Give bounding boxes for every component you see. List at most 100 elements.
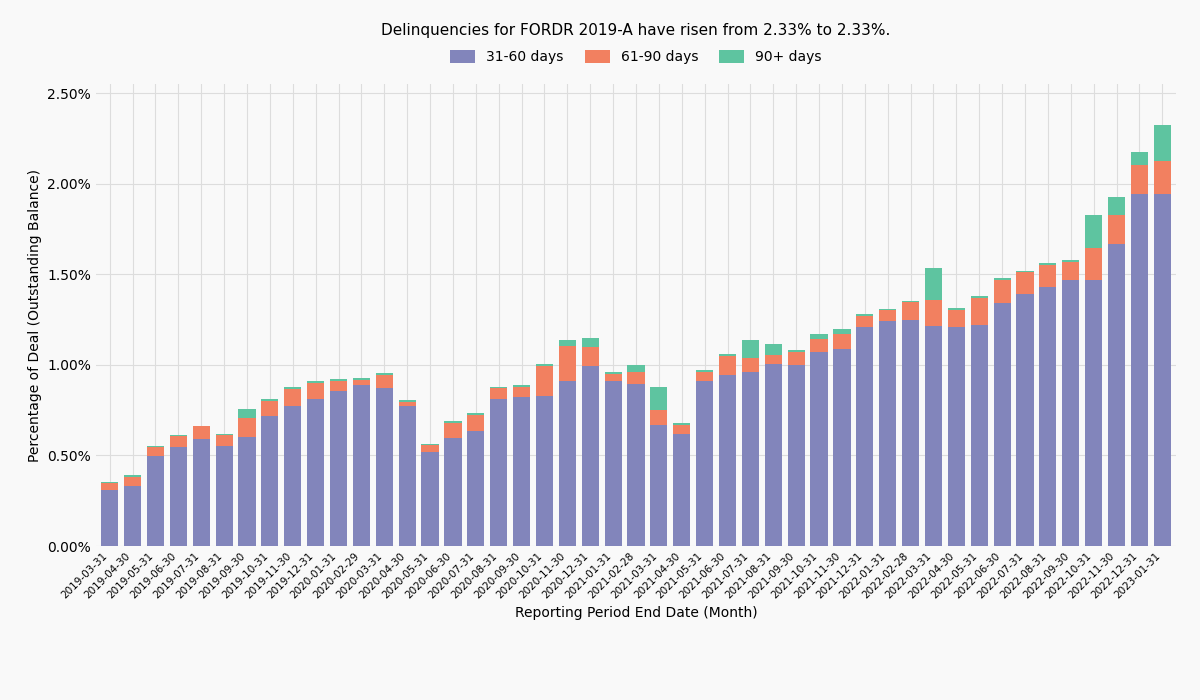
Bar xyxy=(1153,194,1171,546)
Bar xyxy=(376,389,392,546)
Bar xyxy=(1062,260,1079,262)
Bar xyxy=(216,435,233,447)
Bar xyxy=(536,364,553,365)
Bar xyxy=(490,399,508,546)
Bar xyxy=(1108,244,1126,546)
Bar xyxy=(467,413,485,414)
Bar xyxy=(719,356,736,375)
Bar xyxy=(353,385,370,546)
Bar xyxy=(216,434,233,435)
Bar xyxy=(1153,161,1171,194)
Bar xyxy=(673,423,690,425)
Bar xyxy=(628,384,644,546)
Bar xyxy=(284,388,301,389)
Bar xyxy=(239,419,256,438)
Bar xyxy=(673,425,690,434)
Bar xyxy=(971,296,988,297)
Y-axis label: Percentage of Deal (Outstanding Balance): Percentage of Deal (Outstanding Balance) xyxy=(28,169,42,461)
Bar xyxy=(650,388,667,410)
Bar xyxy=(1039,265,1056,287)
Bar xyxy=(353,379,370,380)
Bar xyxy=(810,352,828,546)
Bar xyxy=(239,438,256,546)
Bar xyxy=(628,365,644,372)
Bar xyxy=(514,386,530,398)
Bar xyxy=(902,319,919,546)
Bar xyxy=(696,381,713,546)
Bar xyxy=(467,431,485,546)
Bar xyxy=(673,434,690,546)
Bar xyxy=(582,365,599,546)
Bar xyxy=(559,381,576,546)
Bar xyxy=(239,410,256,419)
Bar xyxy=(444,421,462,423)
Bar xyxy=(444,423,462,438)
Legend: 31-60 days, 61-90 days, 90+ days: 31-60 days, 61-90 days, 90+ days xyxy=(445,45,827,70)
Bar xyxy=(216,447,233,546)
Bar xyxy=(742,340,758,358)
Bar xyxy=(398,402,415,405)
Bar xyxy=(764,344,782,355)
Bar xyxy=(696,372,713,381)
Bar xyxy=(857,316,874,327)
Bar xyxy=(193,426,210,439)
Bar xyxy=(925,326,942,546)
Bar xyxy=(833,349,851,546)
Bar xyxy=(307,383,324,399)
Bar xyxy=(1153,125,1171,161)
Bar xyxy=(559,340,576,346)
Bar xyxy=(536,395,553,546)
Bar xyxy=(880,321,896,546)
Bar xyxy=(1039,263,1056,265)
Bar xyxy=(971,298,988,325)
Bar xyxy=(810,334,828,340)
Bar xyxy=(764,364,782,546)
Bar xyxy=(605,372,622,374)
Bar xyxy=(857,327,874,546)
Bar xyxy=(262,401,278,416)
Bar xyxy=(787,350,805,352)
Bar xyxy=(810,340,828,352)
Bar xyxy=(1062,280,1079,546)
Bar xyxy=(902,300,919,302)
Bar xyxy=(398,400,415,402)
Bar xyxy=(880,309,896,311)
Bar xyxy=(719,374,736,546)
Bar xyxy=(307,399,324,546)
Bar xyxy=(1039,287,1056,546)
Bar xyxy=(169,435,187,436)
Bar xyxy=(833,328,851,334)
Bar xyxy=(764,355,782,364)
Bar xyxy=(193,439,210,546)
Bar xyxy=(948,327,965,546)
Bar xyxy=(330,381,347,391)
Bar xyxy=(1016,272,1033,294)
Bar xyxy=(398,405,415,546)
Bar xyxy=(1062,262,1079,280)
Bar xyxy=(1085,280,1103,546)
Bar xyxy=(1016,271,1033,272)
Bar xyxy=(467,414,485,431)
Bar xyxy=(514,385,530,386)
Bar xyxy=(421,444,439,445)
Bar xyxy=(994,280,1010,303)
Title: Delinquencies for FORDR 2019-A have risen from 2.33% to 2.33%.: Delinquencies for FORDR 2019-A have rise… xyxy=(382,23,890,38)
Bar xyxy=(719,354,736,356)
Bar xyxy=(376,373,392,374)
Bar xyxy=(902,302,919,319)
Bar xyxy=(925,300,942,326)
Bar xyxy=(787,365,805,546)
Bar xyxy=(376,374,392,388)
Bar xyxy=(536,365,553,396)
Bar xyxy=(124,486,142,546)
Bar xyxy=(787,352,805,365)
Bar xyxy=(650,425,667,546)
Bar xyxy=(124,477,142,486)
Bar xyxy=(1085,248,1103,280)
Bar xyxy=(948,308,965,309)
Bar xyxy=(169,436,187,447)
Bar xyxy=(1130,164,1148,194)
Bar xyxy=(124,475,142,477)
Bar xyxy=(262,416,278,546)
Bar xyxy=(307,381,324,383)
